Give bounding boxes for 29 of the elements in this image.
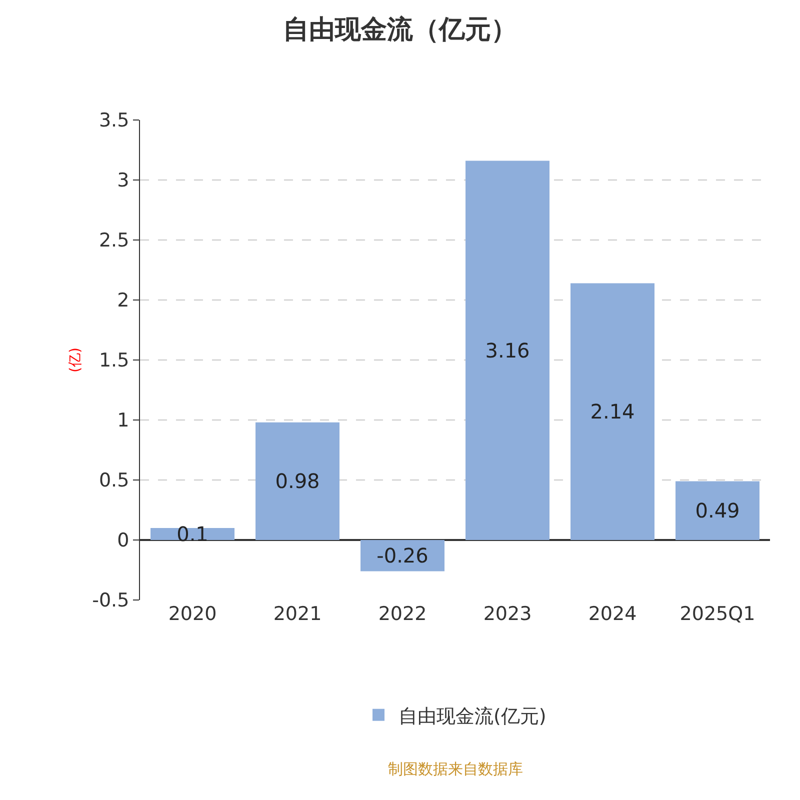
data-label: -0.26 [376,544,428,568]
y-tick-label: 1 [117,410,130,432]
y-tick-label: 0 [117,530,130,552]
text: 制图数据来自数据库 [388,760,523,778]
x-tick-label: 2021 [273,603,322,625]
chart-title: 自由现金流（亿元） [283,15,517,46]
y-tick-label: 3.5 [98,110,130,132]
legend-label: 自由现金流(亿元) [398,705,546,728]
y-tick-label: 3 [117,170,130,192]
y-tick-label: 2 [117,290,130,312]
x-tick-label: 2023 [483,603,532,625]
y-tick-label: 1.5 [98,350,130,372]
data-label: 0.98 [275,469,320,494]
bar [466,160,550,540]
x-tick-label: 2020 [168,603,217,625]
y-tick-label: 0.5 [98,470,130,492]
data-label: 2.14 [590,400,635,424]
data-label: 3.16 [485,338,530,362]
x-tick-label: 2025Q1 [680,603,756,625]
data-label: 0.1 [176,522,208,546]
bar [676,481,760,540]
y-tick-label: 2.5 [98,230,130,252]
y-tick-label: -0.5 [92,590,130,612]
bar [256,422,340,540]
bar [570,283,654,540]
data-label: 0.49 [695,498,740,523]
y-axis-title: (亿) [68,348,84,372]
x-tick-label: 2024 [588,603,637,625]
x-tick-label: 2022 [378,603,427,625]
